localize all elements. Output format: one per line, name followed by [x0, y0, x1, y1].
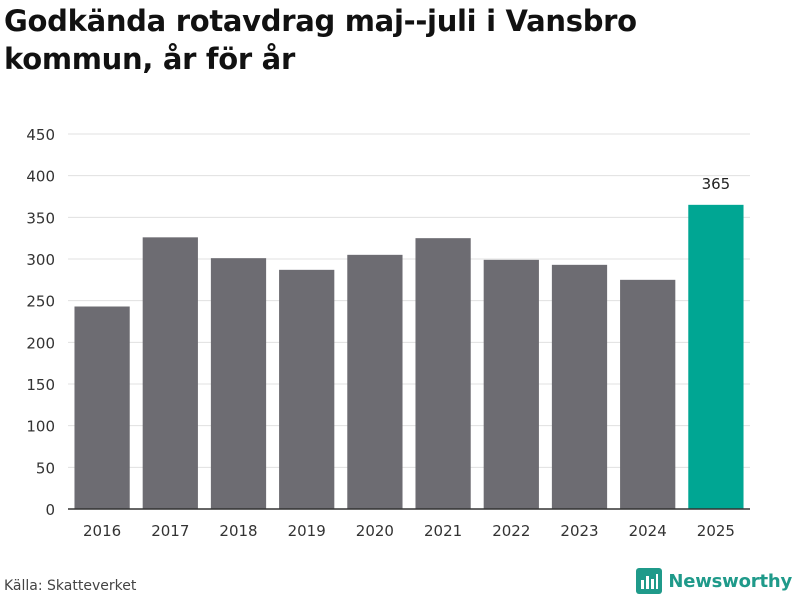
data-label: 365	[702, 175, 731, 193]
x-tick-label: 2025	[697, 522, 735, 540]
y-tick-label: 50	[36, 459, 55, 477]
bar-2024	[620, 279, 676, 509]
y-tick-label: 300	[26, 251, 55, 269]
x-tick-label: 2020	[356, 522, 394, 540]
x-tick-label: 2024	[629, 522, 667, 540]
bar-2018	[210, 258, 267, 509]
y-tick-label: 100	[26, 418, 55, 436]
bar-2023	[551, 264, 608, 509]
x-tick-label: 2021	[424, 522, 462, 540]
chart-title: Godkända rotavdrag maj--juli i Vansbro k…	[4, 4, 637, 76]
x-tick-label: 2023	[560, 522, 598, 540]
bar-2017	[142, 237, 198, 510]
x-tick-label: 2019	[288, 522, 326, 540]
bar-2021	[415, 238, 471, 509]
y-tick-label: 250	[26, 293, 55, 311]
y-tick-label: 200	[26, 334, 55, 352]
y-tick-label: 450	[26, 126, 55, 144]
x-tick-label: 2018	[219, 522, 257, 540]
brand-name: Newsworthy	[668, 570, 792, 592]
y-tick-label: 0	[45, 501, 55, 519]
newsworthy-logo-icon	[636, 568, 663, 594]
x-tick-label: 2016	[83, 522, 121, 540]
y-tick-label: 150	[26, 376, 55, 394]
bar-2025	[688, 204, 744, 510]
bar-2020	[347, 254, 403, 509]
x-tick-label: 2017	[151, 522, 189, 540]
x-tick-label: 2022	[492, 522, 530, 540]
bar-2016	[74, 306, 130, 509]
bar-2019	[279, 269, 335, 509]
y-tick-label: 350	[26, 209, 55, 227]
y-tick-label: 400	[26, 168, 55, 186]
source-note: Källa: Skatteverket	[4, 578, 137, 594]
brand-logo: Newsworthy	[636, 568, 792, 594]
bar-2022	[483, 259, 539, 509]
